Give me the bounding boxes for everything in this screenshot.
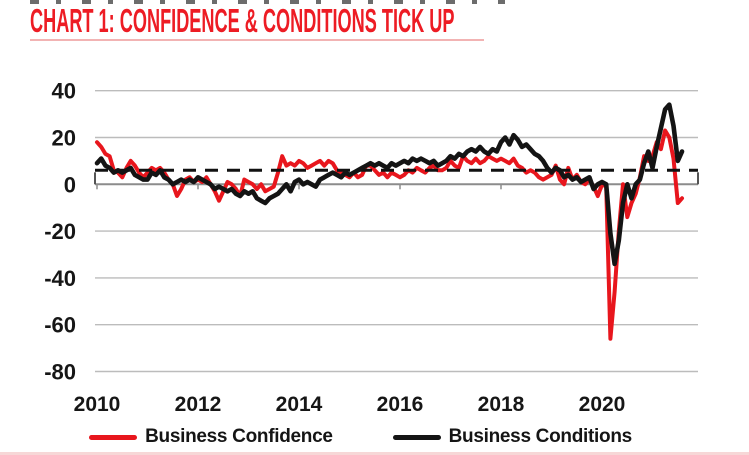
conditions-legend-label: Business Conditions bbox=[448, 426, 633, 447]
cropped-text-top bbox=[30, 0, 505, 4]
confidence-legend-label: Business Confidence bbox=[145, 426, 333, 447]
x-axis-tick-label-2014: 2014 bbox=[276, 393, 323, 416]
chart-title: CHART 1: CONFIDENCE & CONDITIONS TICK UP bbox=[30, 4, 749, 37]
y-axis-tick-label--60: -60 bbox=[44, 313, 76, 338]
y-axis-tick-label--20: -20 bbox=[44, 219, 76, 244]
x-axis-tick-label-2010: 2010 bbox=[74, 393, 121, 416]
x-axis-tick-label-2016: 2016 bbox=[377, 393, 424, 416]
y-axis-tick-label--80: -80 bbox=[44, 360, 76, 385]
legend-item-business-confidence: Business Confidence bbox=[89, 426, 333, 448]
x-axis-tick-label-2018: 2018 bbox=[478, 393, 525, 416]
y-axis-tick-label--40: -40 bbox=[44, 266, 76, 291]
legend-item-business-conditions: Business Conditions bbox=[392, 426, 633, 448]
business-confidence-line bbox=[95, 128, 684, 341]
legend: Business Confidence Business Conditions bbox=[0, 426, 721, 448]
business-conditions-line bbox=[94, 102, 685, 267]
confidence-line-swatch bbox=[89, 434, 138, 440]
x-axis-tick-label-2020: 2020 bbox=[579, 393, 626, 416]
cropped-content-bottom bbox=[0, 452, 749, 455]
y-axis-tick-label-0: 0 bbox=[64, 172, 76, 197]
x-axis-tick-label-2012: 2012 bbox=[175, 393, 222, 416]
y-axis-tick-label-40: 40 bbox=[52, 79, 76, 104]
chart-title-text: CHART 1: CONFIDENCE & CONDITIONS TICK UP bbox=[30, 2, 455, 39]
y-axis-tick-label-20: 20 bbox=[52, 126, 76, 151]
title-underline bbox=[30, 39, 484, 41]
conditions-line-swatch bbox=[392, 434, 441, 440]
